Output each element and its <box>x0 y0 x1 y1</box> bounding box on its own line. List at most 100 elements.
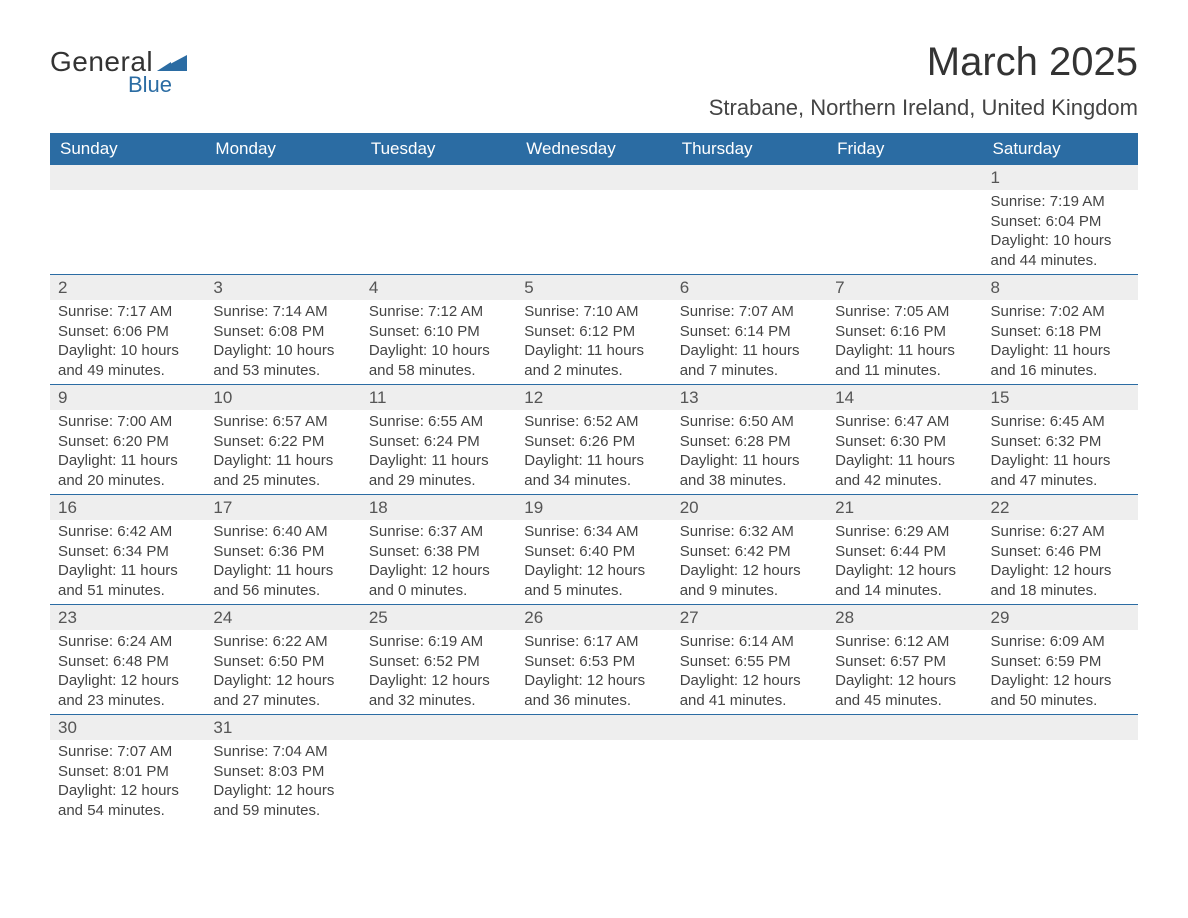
day-line: Daylight: 12 hours <box>991 561 1130 581</box>
day-line: and 29 minutes. <box>369 471 508 491</box>
day-line <box>680 781 819 801</box>
day-line: Daylight: 11 hours <box>213 561 352 581</box>
day-line: Daylight: 12 hours <box>524 561 663 581</box>
day-cell: 19Sunrise: 6:34 AMSunset: 6:40 PMDayligh… <box>516 495 671 605</box>
day-number: 26 <box>516 605 671 630</box>
col-wednesday: Wednesday <box>516 133 671 165</box>
day-number: 21 <box>827 495 982 520</box>
day-detail: Sunrise: 6:45 AMSunset: 6:32 PMDaylight:… <box>983 410 1138 494</box>
day-line: and 53 minutes. <box>213 361 352 381</box>
day-number: 20 <box>672 495 827 520</box>
day-line: Daylight: 11 hours <box>991 451 1130 471</box>
day-cell <box>516 715 671 825</box>
day-line: and 23 minutes. <box>58 691 197 711</box>
day-line: Sunrise: 6:45 AM <box>991 412 1130 432</box>
day-detail: Sunrise: 6:22 AMSunset: 6:50 PMDaylight:… <box>205 630 360 714</box>
day-line: Sunset: 6:36 PM <box>213 542 352 562</box>
week-row: 1Sunrise: 7:19 AMSunset: 6:04 PMDaylight… <box>50 165 1138 275</box>
day-line: Daylight: 12 hours <box>835 561 974 581</box>
day-number: 24 <box>205 605 360 630</box>
day-detail <box>516 190 671 274</box>
day-detail: Sunrise: 6:47 AMSunset: 6:30 PMDaylight:… <box>827 410 982 494</box>
day-line: and 45 minutes. <box>835 691 974 711</box>
day-cell: 6Sunrise: 7:07 AMSunset: 6:14 PMDaylight… <box>672 275 827 385</box>
day-line: Sunrise: 6:50 AM <box>680 412 819 432</box>
day-line: Sunrise: 6:52 AM <box>524 412 663 432</box>
day-number: 15 <box>983 385 1138 410</box>
day-line: Sunset: 6:18 PM <box>991 322 1130 342</box>
week-row: 30Sunrise: 7:07 AMSunset: 8:01 PMDayligh… <box>50 715 1138 825</box>
col-tuesday: Tuesday <box>361 133 516 165</box>
day-number: 11 <box>361 385 516 410</box>
day-line <box>991 781 1130 801</box>
col-saturday: Saturday <box>983 133 1138 165</box>
day-number: 10 <box>205 385 360 410</box>
day-number <box>516 165 671 190</box>
day-line: and 18 minutes. <box>991 581 1130 601</box>
day-number: 12 <box>516 385 671 410</box>
day-cell: 13Sunrise: 6:50 AMSunset: 6:28 PMDayligh… <box>672 385 827 495</box>
logo: General Blue <box>50 40 187 98</box>
day-detail: Sunrise: 6:17 AMSunset: 6:53 PMDaylight:… <box>516 630 671 714</box>
day-line: Sunset: 6:55 PM <box>680 652 819 672</box>
day-line <box>680 742 819 762</box>
day-line: Daylight: 11 hours <box>369 451 508 471</box>
day-line <box>991 742 1130 762</box>
day-number <box>672 715 827 740</box>
day-cell: 11Sunrise: 6:55 AMSunset: 6:24 PMDayligh… <box>361 385 516 495</box>
day-number <box>827 715 982 740</box>
day-detail: Sunrise: 7:05 AMSunset: 6:16 PMDaylight:… <box>827 300 982 384</box>
day-line: Daylight: 11 hours <box>58 451 197 471</box>
day-cell <box>827 715 982 825</box>
day-cell <box>205 165 360 275</box>
day-line <box>524 212 663 232</box>
day-line: Daylight: 11 hours <box>213 451 352 471</box>
day-line: Sunset: 6:24 PM <box>369 432 508 452</box>
day-line: Sunset: 6:44 PM <box>835 542 974 562</box>
day-line <box>991 801 1130 821</box>
day-line: Daylight: 12 hours <box>213 781 352 801</box>
day-line <box>369 762 508 782</box>
day-number: 17 <box>205 495 360 520</box>
day-number <box>205 165 360 190</box>
col-sunday: Sunday <box>50 133 205 165</box>
day-line: Sunrise: 7:02 AM <box>991 302 1130 322</box>
day-line: and 59 minutes. <box>213 801 352 821</box>
day-line <box>524 781 663 801</box>
day-number: 14 <box>827 385 982 410</box>
day-line <box>369 742 508 762</box>
day-line <box>835 251 974 271</box>
day-number: 1 <box>983 165 1138 190</box>
day-line <box>680 251 819 271</box>
day-line: Sunset: 6:59 PM <box>991 652 1130 672</box>
day-cell: 10Sunrise: 6:57 AMSunset: 6:22 PMDayligh… <box>205 385 360 495</box>
day-cell <box>516 165 671 275</box>
day-cell <box>361 715 516 825</box>
day-line <box>680 801 819 821</box>
day-detail <box>361 740 516 824</box>
day-number <box>983 715 1138 740</box>
day-line: Daylight: 11 hours <box>835 451 974 471</box>
day-line <box>369 192 508 212</box>
day-number: 29 <box>983 605 1138 630</box>
day-line <box>680 192 819 212</box>
day-number: 23 <box>50 605 205 630</box>
day-line: Daylight: 11 hours <box>524 451 663 471</box>
day-line <box>524 251 663 271</box>
day-line: Sunset: 6:34 PM <box>58 542 197 562</box>
day-line: Sunrise: 6:22 AM <box>213 632 352 652</box>
day-line: Sunset: 8:01 PM <box>58 762 197 782</box>
day-number: 18 <box>361 495 516 520</box>
day-line: Sunrise: 7:07 AM <box>58 742 197 762</box>
day-cell: 4Sunrise: 7:12 AMSunset: 6:10 PMDaylight… <box>361 275 516 385</box>
day-detail: Sunrise: 6:29 AMSunset: 6:44 PMDaylight:… <box>827 520 982 604</box>
day-detail: Sunrise: 7:12 AMSunset: 6:10 PMDaylight:… <box>361 300 516 384</box>
day-line: Daylight: 11 hours <box>835 341 974 361</box>
day-line: and 7 minutes. <box>680 361 819 381</box>
day-cell: 9Sunrise: 7:00 AMSunset: 6:20 PMDaylight… <box>50 385 205 495</box>
day-cell: 8Sunrise: 7:02 AMSunset: 6:18 PMDaylight… <box>983 275 1138 385</box>
day-line <box>835 781 974 801</box>
day-cell: 30Sunrise: 7:07 AMSunset: 8:01 PMDayligh… <box>50 715 205 825</box>
day-line <box>524 231 663 251</box>
day-line: Daylight: 11 hours <box>680 341 819 361</box>
